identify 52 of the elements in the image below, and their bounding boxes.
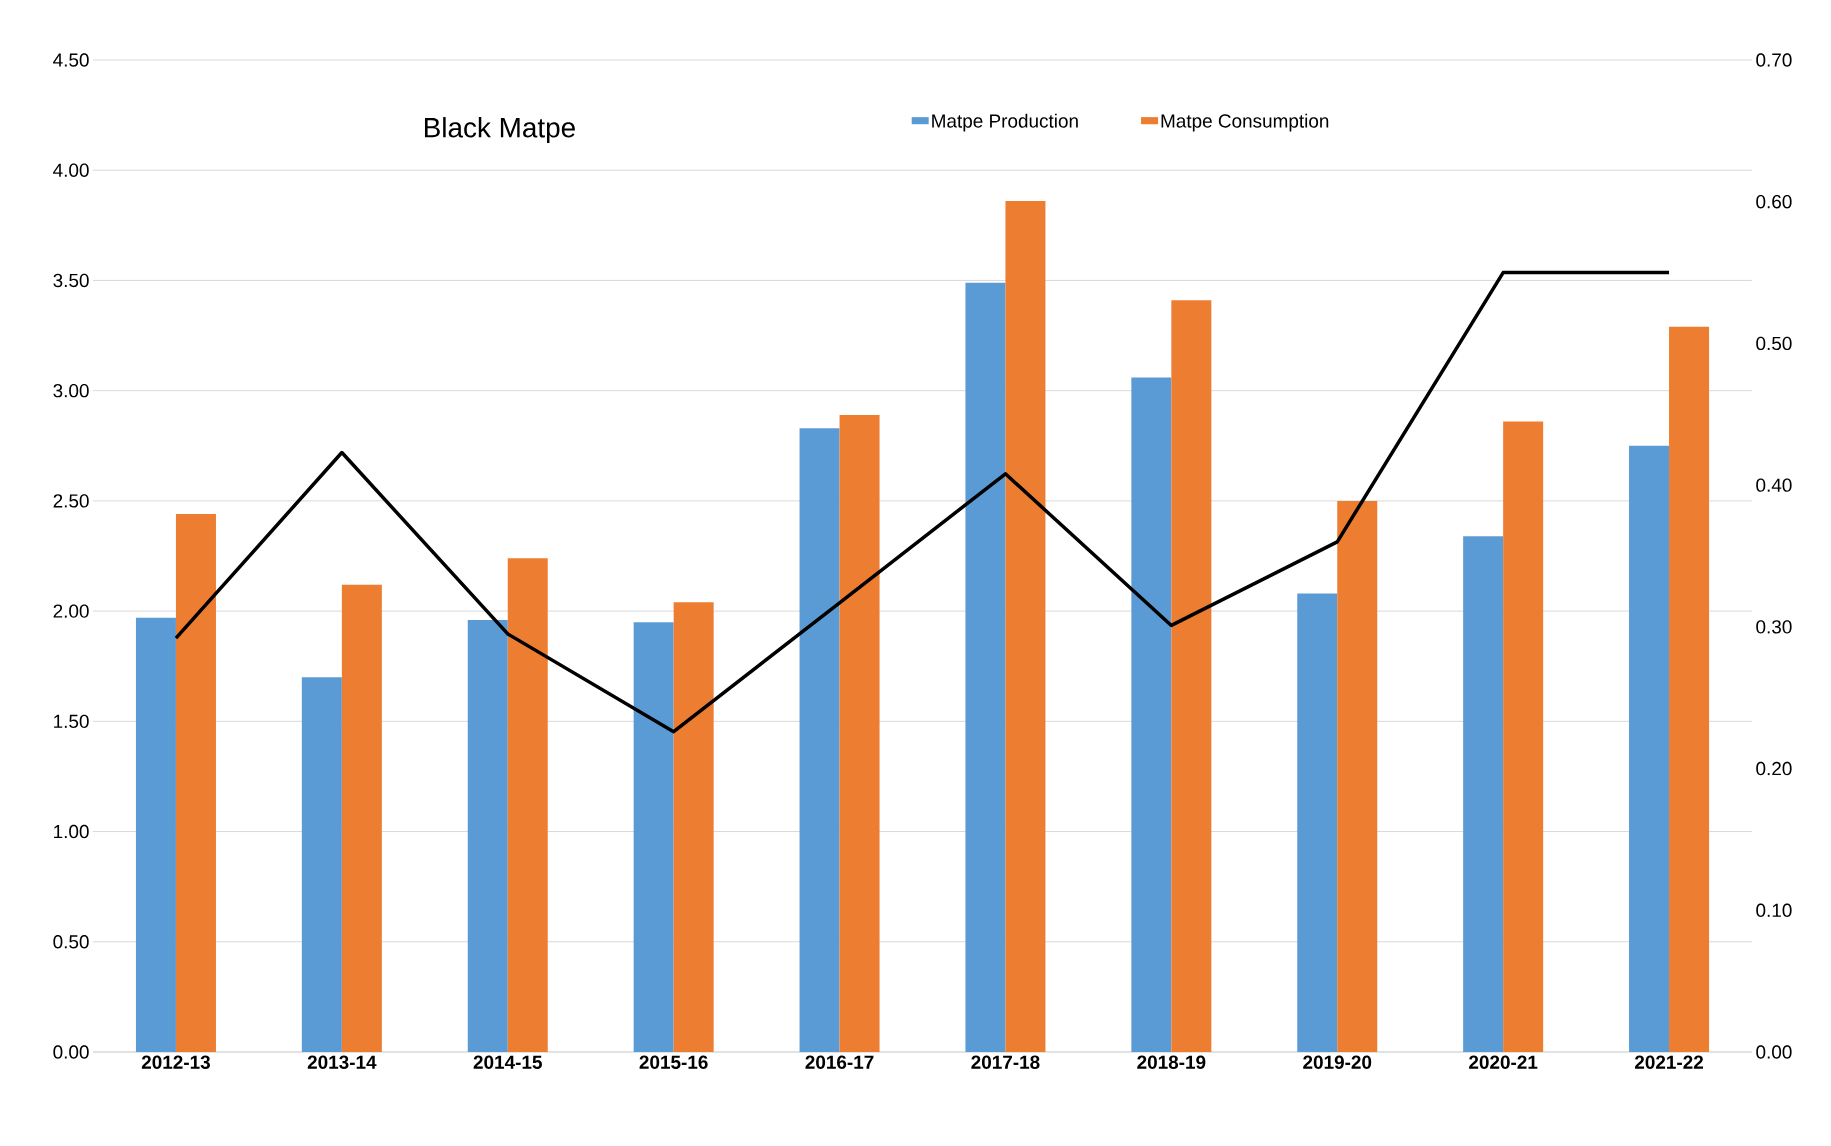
- bar: [1005, 201, 1046, 1052]
- bar: [1669, 326, 1710, 1052]
- bar: [633, 622, 674, 1052]
- bar: [839, 414, 880, 1052]
- x-tick-label: 2019-20: [1303, 1055, 1372, 1069]
- bar: [1463, 536, 1504, 1052]
- bar: [1503, 421, 1544, 1052]
- y-tick-label: 3.50: [53, 273, 89, 288]
- bar: [175, 514, 216, 1052]
- x-tick-label: 2014-15: [473, 1055, 542, 1069]
- y2-tick-label: 0.30: [1756, 620, 1792, 634]
- y-tick-label: 1.50: [54, 714, 89, 729]
- x-tick-label: 2018-19: [1137, 1055, 1206, 1069]
- x-tick-label: 2016-17: [805, 1055, 874, 1069]
- x-tick-label: 2021-22: [1634, 1055, 1703, 1069]
- bar: [467, 619, 508, 1052]
- bar: [1337, 500, 1378, 1052]
- y-tick-label: 3.00: [53, 383, 89, 398]
- y2-tick-label: 0.70: [1756, 53, 1792, 67]
- y-tick-label: 4.50: [53, 53, 89, 67]
- bar: [507, 558, 548, 1052]
- text: Black Matpe: [424, 117, 575, 144]
- bar: [965, 282, 1006, 1052]
- bar: [1131, 377, 1172, 1052]
- bar: [1297, 593, 1338, 1052]
- bar: [799, 428, 840, 1052]
- y-tick-label: 0.00: [53, 1045, 89, 1059]
- bar: [1629, 445, 1670, 1052]
- x-tick-label: 2020-21: [1469, 1055, 1538, 1069]
- y2-tick-label: 0.10: [1756, 903, 1792, 917]
- bar: [341, 584, 382, 1052]
- y2-tick-label: 0.20: [1756, 761, 1792, 776]
- y-tick-label: 0.50: [53, 935, 89, 949]
- y2-tick-label: 0.60: [1756, 195, 1792, 209]
- bar: [135, 617, 176, 1052]
- x-tick-label: 2015-16: [639, 1055, 708, 1069]
- y-tick-label: 2.50: [53, 494, 89, 508]
- y2-tick-label: 0.00: [1756, 1045, 1792, 1059]
- y2-tick-label: 0.50: [1756, 336, 1792, 351]
- y-tick-label: 2.00: [53, 604, 89, 618]
- legend-label: Matpe Production: [932, 113, 1078, 132]
- y-tick-label: 1.00: [54, 824, 89, 839]
- bar: [301, 677, 342, 1052]
- bar: [1171, 300, 1212, 1052]
- y2-tick-label: 0.40: [1756, 478, 1792, 492]
- x-tick-label: 2012-13: [141, 1055, 210, 1069]
- legend-label: Matpe Consumption: [1161, 113, 1329, 132]
- x-tick-label: 2017-18: [971, 1055, 1040, 1069]
- x-tick-label: 2013-14: [307, 1055, 377, 1069]
- line-series: [174, 270, 1671, 734]
- bar: [673, 602, 714, 1052]
- y-tick-label: 4.00: [53, 163, 89, 177]
